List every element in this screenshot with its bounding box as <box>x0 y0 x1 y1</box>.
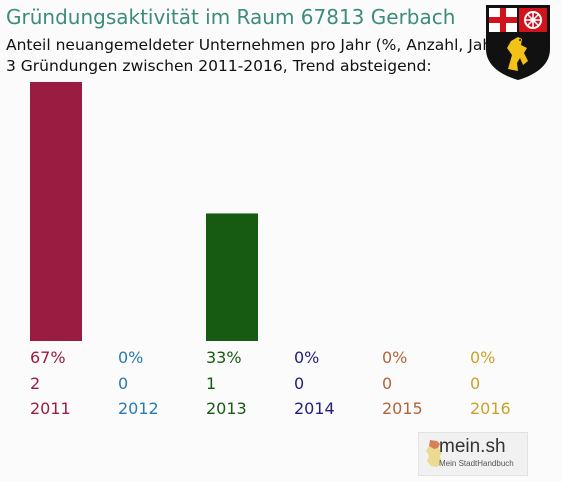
count-label-2015: 0 <box>382 374 392 393</box>
percent-label-2015: 0% <box>382 348 407 367</box>
chart-title: Gründungsaktivität im Raum 67813 Gerbach <box>6 5 456 29</box>
count-label-2014: 0 <box>294 374 304 393</box>
year-label-2014: 2014 <box>294 399 335 418</box>
germany-map-icon <box>426 440 442 467</box>
chart-subtitle-line1: Anteil neuangemeldeter Unternehmen pro J… <box>6 36 505 54</box>
logo-tagline: Mein StadtHandbuch <box>439 459 514 468</box>
bar-2011 <box>30 82 82 341</box>
count-label-2012: 0 <box>118 374 128 393</box>
year-label-2015: 2015 <box>382 399 423 418</box>
chart-subtitle-line2: 3 Gründungen zwischen 2011-2016, Trend a… <box>6 57 432 75</box>
count-label-2011: 2 <box>30 374 40 393</box>
percent-label-2011: 67% <box>30 348 66 367</box>
percent-label-2013: 33% <box>206 348 242 367</box>
percent-label-2014: 0% <box>294 348 319 367</box>
year-label-2011: 2011 <box>30 399 71 418</box>
year-label-2016: 2016 <box>470 399 511 418</box>
coat-of-arms-icon <box>486 5 550 80</box>
percent-label-2016: 0% <box>470 348 495 367</box>
count-label-2013: 1 <box>206 374 216 393</box>
percent-label-2012: 0% <box>118 348 143 367</box>
year-label-2012: 2012 <box>118 399 159 418</box>
year-label-2013: 2013 <box>206 399 247 418</box>
bar-2013 <box>206 213 258 341</box>
count-label-2016: 0 <box>470 374 480 393</box>
logo-name: mein.sh <box>439 436 506 457</box>
mein-sh-logo[interactable]: mein.sh Mein StadtHandbuch <box>418 432 528 476</box>
